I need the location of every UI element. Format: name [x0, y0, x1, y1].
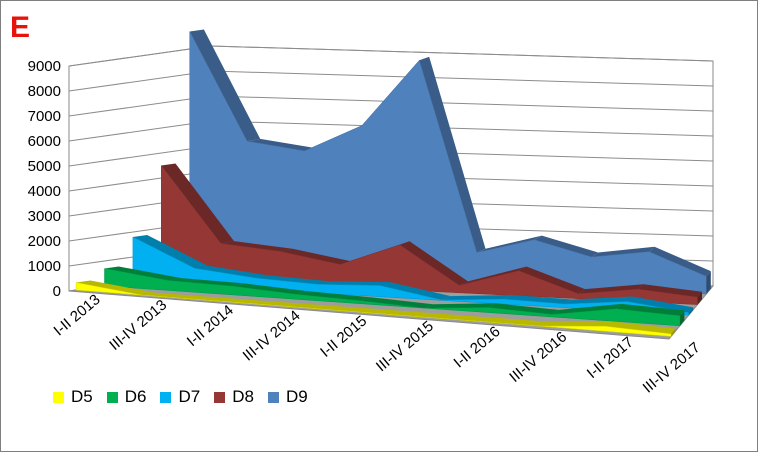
- series-D8-top: [459, 266, 527, 286]
- legend-label: D8: [232, 387, 254, 406]
- x-tick-label: I-II 2016: [450, 323, 503, 371]
- legend-label: D7: [178, 387, 201, 406]
- series-D6-top: [616, 303, 685, 316]
- series-D9-top: [419, 56, 486, 253]
- y-tick-label: 3000: [28, 208, 61, 225]
- y-tick-label: 9000: [28, 58, 61, 75]
- series-D8-end: [697, 291, 702, 305]
- series-D5-top: [472, 316, 546, 326]
- series-D6-top: [552, 303, 622, 315]
- legend-item: D9: [267, 387, 308, 407]
- x-tick-label: III-IV 2013: [106, 296, 170, 354]
- legend: D5 D6 D7 D8 D9: [53, 387, 308, 407]
- series-D7-top: [441, 294, 512, 300]
- series-D5-top: [142, 292, 221, 301]
- series-D6-top: [360, 297, 433, 309]
- series-D7-top: [256, 275, 330, 285]
- series-D5-top: [340, 307, 416, 316]
- x-tick-label: III-IV 2014: [240, 307, 304, 365]
- y-tick-label: 8000: [28, 83, 61, 100]
- series-D6-top: [296, 291, 371, 301]
- series-D9-end: [706, 271, 711, 294]
- series-D9-top: [247, 138, 317, 151]
- legend-item: D7: [160, 387, 200, 407]
- series-D5-top: [274, 302, 351, 311]
- series-D7-end: [688, 307, 694, 316]
- series-D8-top: [578, 284, 644, 294]
- x-tick-label: III-IV 2015: [373, 318, 437, 376]
- series-D6-end: [680, 310, 685, 326]
- y-tick-label: 2000: [28, 233, 61, 250]
- series-D5-top: [539, 321, 611, 327]
- legend-item: D8: [214, 387, 254, 407]
- series-D6-top: [168, 278, 245, 287]
- series-D8-top: [220, 241, 293, 252]
- series-D6-top: [488, 303, 559, 315]
- series-D9-top: [591, 246, 655, 257]
- series-D6-top: [424, 303, 496, 309]
- y-tick-label: 7000: [28, 108, 61, 125]
- series-D5-top: [76, 280, 156, 296]
- series-D8-top: [518, 266, 585, 294]
- y-tick-label: 6000: [28, 133, 61, 150]
- x-tick-label: III-IV 2016: [506, 328, 570, 386]
- series-D7-top: [565, 296, 633, 304]
- legend-label: D9: [285, 387, 308, 406]
- series-D9-top: [649, 246, 711, 277]
- legend-label: D5: [71, 387, 93, 406]
- x-tick-label: I-II 2015: [317, 312, 370, 360]
- panel-label: E: [10, 11, 31, 44]
- series-D5-top: [605, 321, 676, 334]
- series-D7-top: [194, 265, 269, 279]
- legend-item: D6: [106, 387, 147, 407]
- y-tick-label: 5000: [28, 158, 61, 175]
- series-D7-top: [380, 282, 451, 300]
- y-tick-label: 4000: [28, 183, 61, 200]
- series-D9-top: [534, 235, 599, 257]
- series-D9-top: [476, 235, 542, 253]
- x-tick-label: I-II 2017: [584, 334, 637, 382]
- series-D7-top: [132, 235, 208, 269]
- series-D8-top: [638, 284, 702, 298]
- legend-swatch: [53, 391, 64, 403]
- series-D6-top: [104, 266, 182, 281]
- legend-swatch: [214, 391, 226, 403]
- legend-swatch: [267, 391, 279, 403]
- series-D7-top: [627, 296, 694, 313]
- x-tick-label: III-IV 2017: [640, 339, 704, 397]
- series-D9-top: [189, 29, 261, 142]
- y-tick-label: 0: [53, 283, 61, 300]
- y-tick-label: 1000: [28, 258, 61, 275]
- series-D7-top: [503, 294, 572, 304]
- series-D6-top: [232, 283, 308, 295]
- series-D8-top: [280, 248, 351, 265]
- series-D5-end: [671, 328, 676, 337]
- legend-item: D5: [53, 387, 93, 407]
- legend-label: D6: [124, 387, 147, 406]
- series-D8-top: [161, 163, 234, 244]
- series-D8-top: [399, 241, 468, 286]
- legend-swatch: [160, 391, 172, 403]
- series-D5-top: [406, 311, 481, 321]
- legend-swatch: [106, 391, 118, 403]
- series-D5-top: [208, 297, 286, 306]
- x-tick-label: I-II 2014: [184, 302, 237, 350]
